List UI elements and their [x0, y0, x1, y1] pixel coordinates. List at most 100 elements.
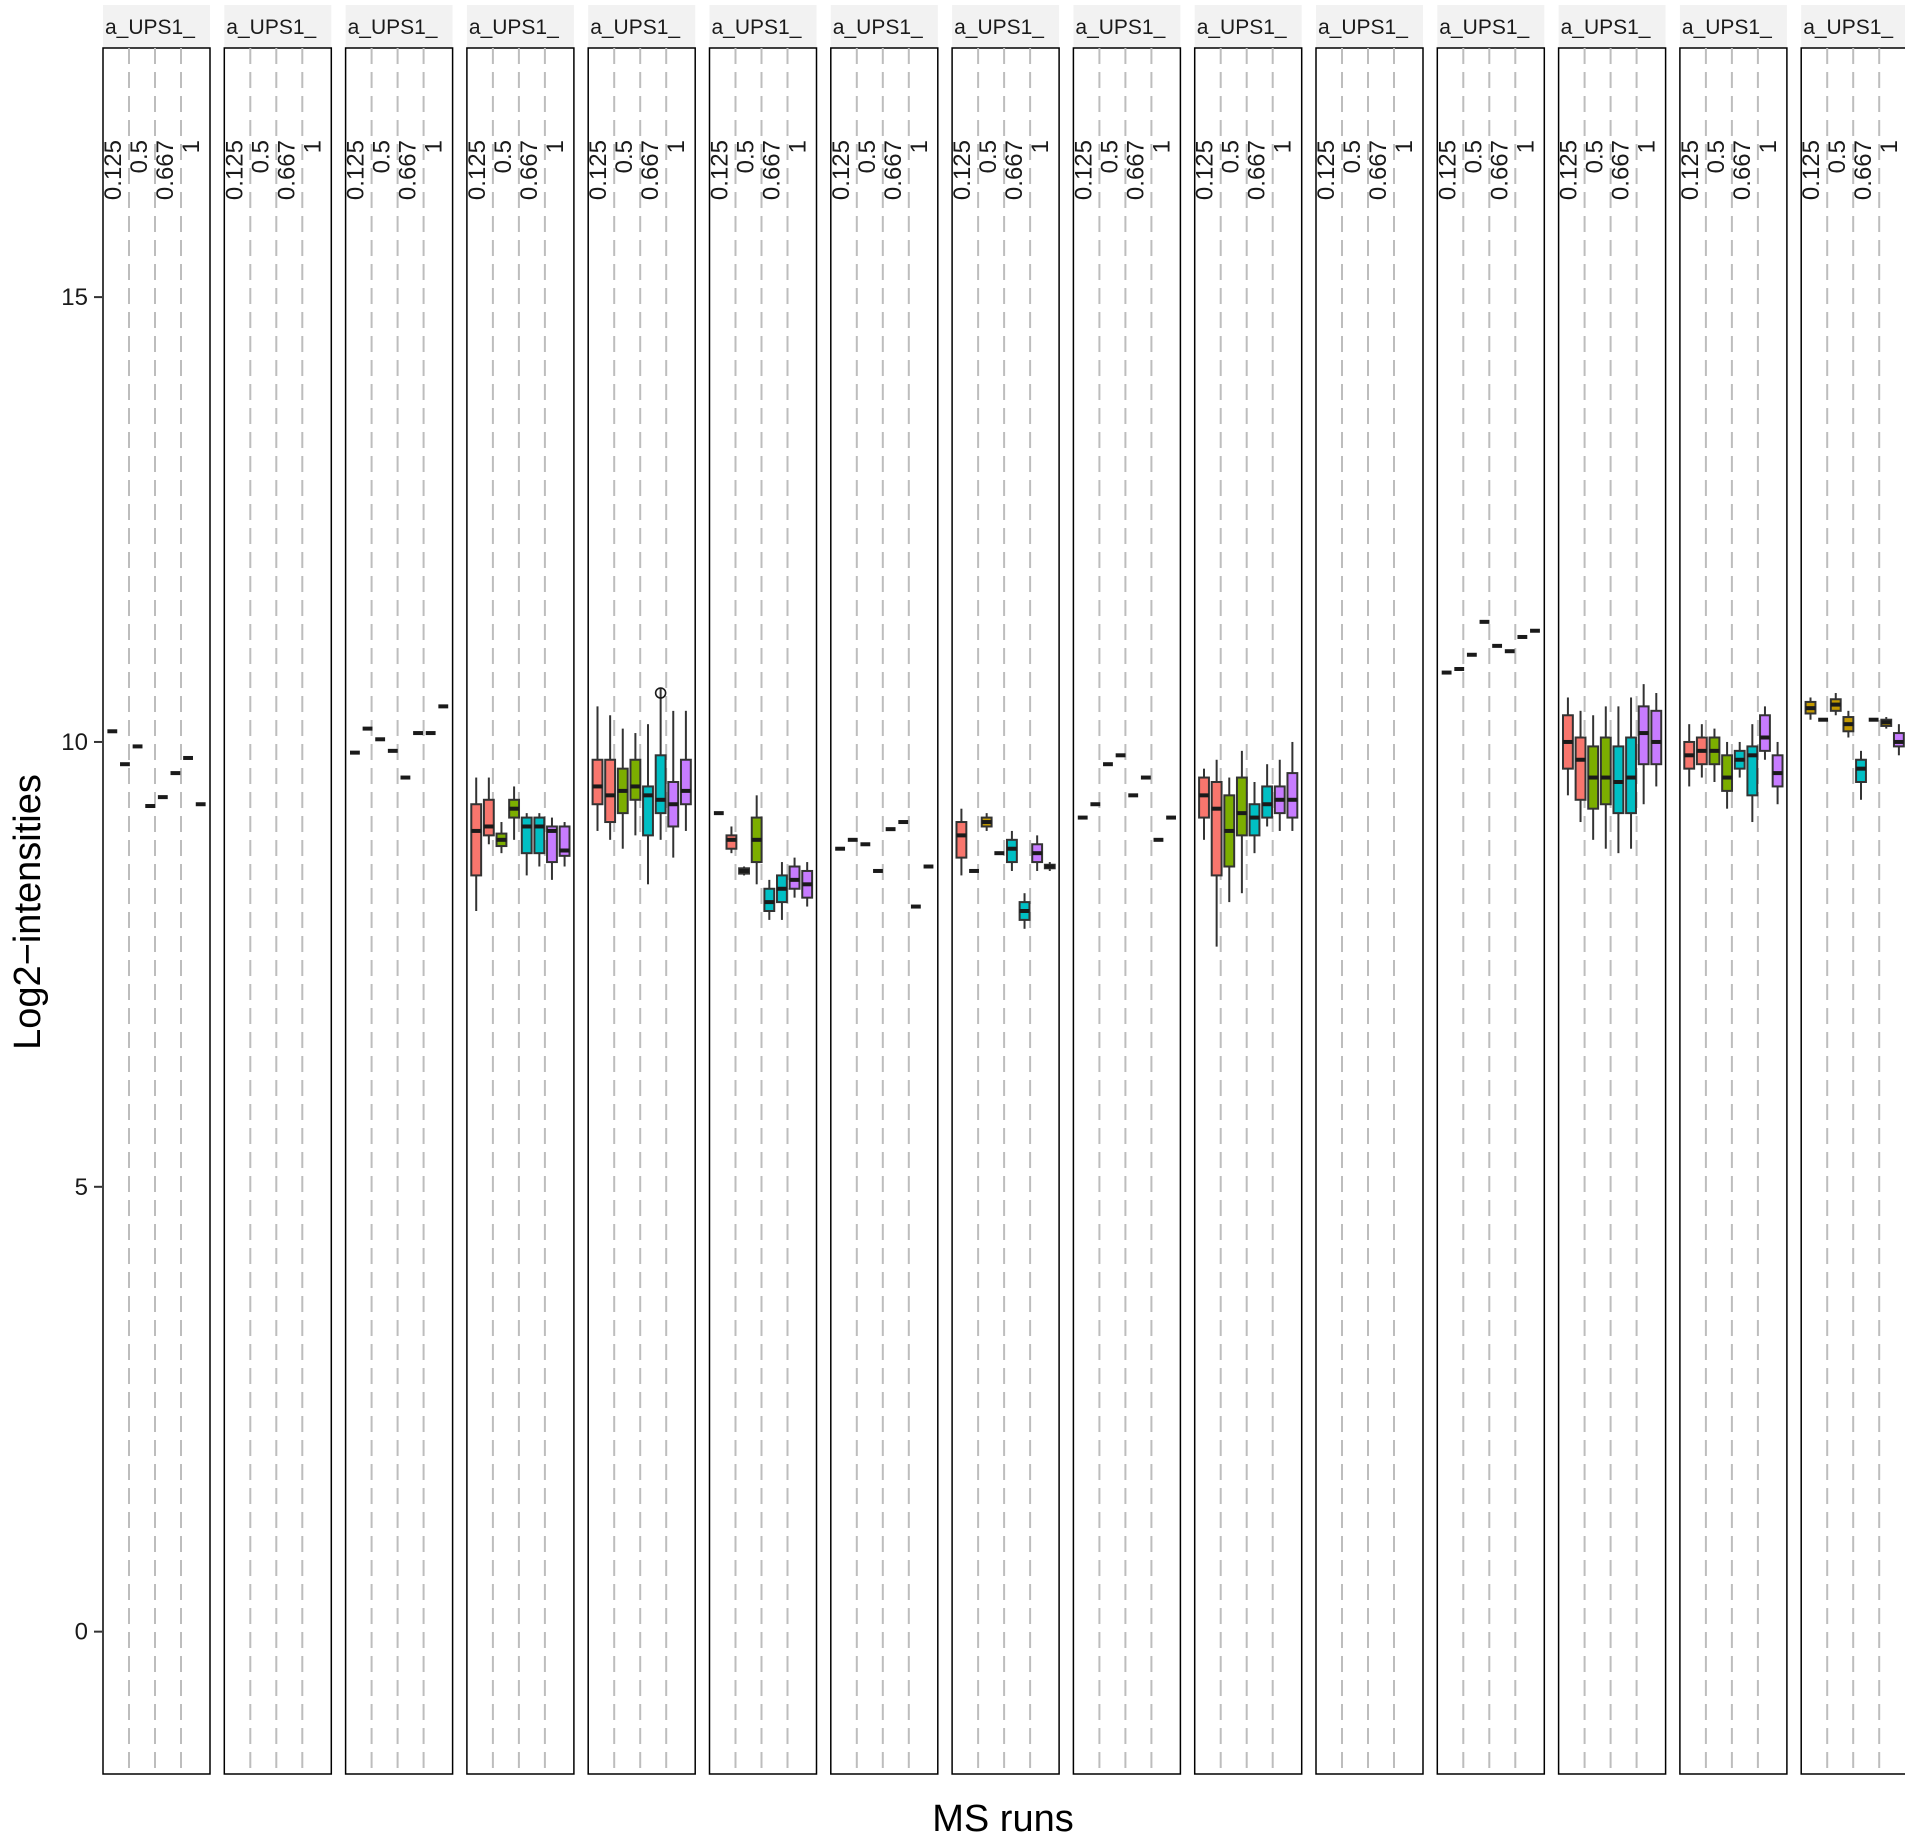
box-mark	[1759, 706, 1771, 760]
outlier-point	[654, 687, 667, 699]
box-body	[1198, 776, 1210, 819]
box-body	[654, 754, 667, 815]
facet-strip-label: a_UPS1_	[469, 16, 559, 39]
concentration-label: 0.125	[343, 140, 370, 200]
facet-strip-label: a_UPS1_	[1075, 16, 1165, 39]
box-body	[1248, 803, 1261, 837]
concentration-label: 0.5	[369, 140, 396, 173]
panel-frame	[1679, 47, 1788, 1775]
box-mark	[1892, 724, 1905, 756]
concentration-label: 0.5	[1460, 140, 1487, 173]
box-body	[1599, 736, 1612, 806]
box-body	[470, 803, 483, 877]
box-mark	[955, 808, 968, 876]
box-mark	[1235, 750, 1248, 894]
concentration-label: 1	[1270, 140, 1297, 153]
box-mark	[725, 826, 738, 854]
concentration-label: 0.125	[1070, 140, 1097, 200]
facet-strip	[1437, 5, 1545, 48]
box-mark	[591, 706, 604, 831]
concentration-label: 0.667	[637, 140, 664, 200]
box-body	[1261, 785, 1274, 819]
box-mark	[1612, 706, 1625, 854]
concentration-label: 0.5	[490, 140, 517, 173]
concentration-label: 0.5	[611, 140, 638, 173]
box-mark	[495, 822, 508, 854]
box-mark	[629, 733, 642, 836]
box-body	[1746, 745, 1759, 797]
box-mark	[1198, 768, 1210, 840]
concentration-label: 0.125	[828, 140, 855, 200]
panel-frame	[1800, 47, 1905, 1775]
concentration-label: 0.125	[1677, 140, 1704, 200]
concentration-label: 0.5	[1582, 140, 1609, 173]
panel-frame	[951, 47, 1060, 1775]
box-mark	[1683, 724, 1696, 787]
box-body	[520, 816, 533, 855]
box-body	[558, 825, 571, 857]
facet-strip	[1194, 5, 1302, 48]
box-body	[1892, 732, 1905, 748]
box-mark	[1005, 830, 1018, 871]
panel-frame	[102, 47, 211, 1775]
box-body	[1005, 838, 1018, 864]
facet-strip	[103, 5, 210, 48]
y-tick-label: 15	[61, 284, 88, 311]
concentration-label: 0.125	[707, 140, 734, 200]
concentration-label: 0.5	[126, 140, 153, 173]
box-body	[1721, 754, 1734, 792]
box-mark	[642, 724, 654, 885]
facet-strip-label: a_UPS1_	[1803, 16, 1893, 39]
box-mark	[1880, 717, 1893, 729]
box-mark	[763, 879, 776, 920]
facet-strip-label: a_UPS1_	[954, 16, 1044, 39]
box-body	[1625, 736, 1637, 815]
concentration-label: 0.5	[733, 140, 760, 173]
facet-strip-label: a_UPS1_	[1439, 16, 1529, 39]
facet-strip	[709, 5, 817, 48]
box-body	[725, 834, 738, 850]
panel-frame	[1436, 47, 1546, 1775]
box-mark	[482, 777, 495, 845]
panel-frame	[1557, 47, 1667, 1775]
concentration-label: 1	[1876, 140, 1903, 153]
box-mark	[1842, 710, 1855, 738]
box-mark	[1599, 706, 1612, 849]
concentration-label: 1	[1755, 140, 1782, 153]
box-mark	[738, 866, 750, 876]
box-mark	[1587, 715, 1600, 840]
box-mark	[558, 822, 571, 867]
concentration-label: 0.667	[1486, 140, 1513, 200]
facet-strip-label: a_UPS1_	[1197, 16, 1287, 39]
concentration-label: 0.667	[152, 140, 179, 200]
facet-strip	[588, 5, 696, 48]
box-body	[591, 758, 604, 806]
box-body	[642, 785, 654, 837]
concentration-label: 1	[1512, 140, 1539, 153]
concentration-label: 0.5	[1339, 140, 1366, 173]
y-axis-title: Log2−intensities	[7, 774, 49, 1050]
facet-strip-label: a_UPS1_	[1561, 16, 1651, 39]
box-mark	[776, 862, 788, 920]
concentration-label: 0.5	[854, 140, 881, 173]
box-mark	[1804, 697, 1817, 720]
box-mark	[1261, 764, 1274, 827]
box-body	[1210, 780, 1223, 877]
box-mark	[1210, 759, 1223, 947]
box-body	[1637, 705, 1650, 766]
concentration-label: 1	[1148, 140, 1175, 153]
concentration-label: 0.667	[759, 140, 786, 200]
facet-strip	[1558, 5, 1666, 48]
concentration-label: 0.125	[1798, 140, 1825, 200]
concentration-label: 0.667	[1001, 140, 1028, 200]
concentration-label: 0.667	[395, 140, 422, 200]
panel-frame	[708, 47, 818, 1775]
